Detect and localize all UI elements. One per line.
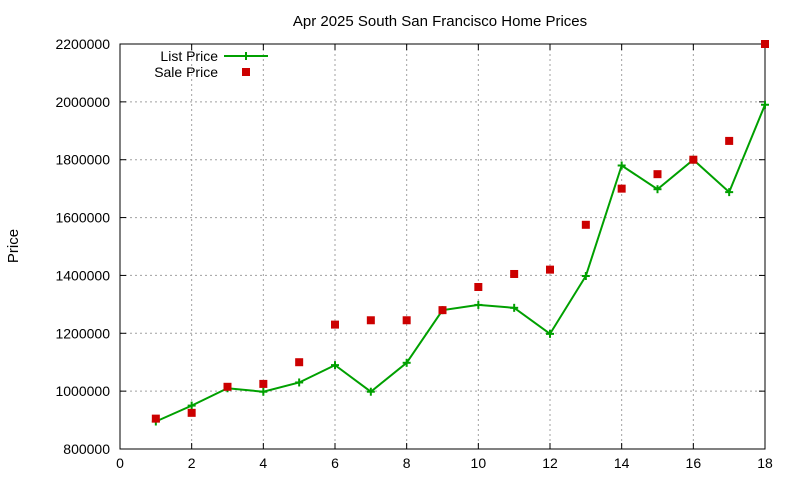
legend-item-sale-price: Sale Price <box>154 64 250 80</box>
legend-label: Sale Price <box>154 64 218 80</box>
list-price-point <box>187 401 196 410</box>
sale-price-point <box>438 306 447 315</box>
x-tick-label: 16 <box>686 455 702 471</box>
plot-frame <box>119 43 766 450</box>
legend-item-list-price: List Price <box>160 48 268 64</box>
sale-price-point <box>581 220 590 229</box>
legend-swatch-point <box>242 68 250 76</box>
list-price-point <box>295 378 304 387</box>
y-tick-label: 2000000 <box>55 94 110 110</box>
list-price-line <box>155 104 766 423</box>
legend-label: List Price <box>160 48 218 64</box>
list-price-point <box>653 185 662 194</box>
list-price-point <box>259 387 268 396</box>
x-tick-label: 14 <box>614 455 630 471</box>
y-tick-label: 1400000 <box>55 267 110 283</box>
sale-price-point <box>151 414 160 423</box>
sale-price-point <box>223 382 232 391</box>
sale-price-series <box>151 40 769 423</box>
x-tick-label: 10 <box>471 455 487 471</box>
list-price-point <box>761 100 769 109</box>
list-price-point <box>546 329 554 338</box>
sale-price-point <box>474 283 483 291</box>
sale-price-point <box>617 184 626 193</box>
sale-price-point <box>259 379 268 388</box>
sale-price-point <box>725 136 734 145</box>
x-tick-label: 4 <box>259 455 267 471</box>
sale-price-point <box>366 316 375 325</box>
list-price-point <box>617 161 626 170</box>
x-tick-label: 2 <box>188 455 196 471</box>
list-price-point <box>581 272 590 281</box>
list-price-point <box>510 303 519 312</box>
list-price-point <box>331 361 339 370</box>
list-price-point <box>366 387 375 396</box>
list-price-point <box>725 188 734 197</box>
axis-ticks: 0 2 4 6 8 10 12 14 16 18 800000 1000000 1200000 14000… <box>55 36 773 471</box>
sale-price-point <box>402 316 411 325</box>
list-price-point <box>402 358 411 367</box>
x-tick-label: 12 <box>542 455 558 471</box>
chart-title: Apr 2025 South San Francisco Home Prices <box>293 13 587 30</box>
sale-price-point <box>331 320 339 329</box>
y-tick-label: 2200000 <box>55 36 110 52</box>
series <box>151 40 769 426</box>
y-tick-label: 1200000 <box>55 325 110 341</box>
grid <box>120 44 765 449</box>
y-tick-label: 1600000 <box>55 210 110 226</box>
sale-price-point <box>187 408 196 417</box>
x-tick-label: 0 <box>116 455 124 471</box>
sale-price-point <box>653 170 662 179</box>
sale-price-point <box>546 265 554 274</box>
y-axis-label: Price <box>5 229 22 263</box>
y-tick-label: 1800000 <box>55 152 110 168</box>
x-tick-label: 6 <box>331 455 339 471</box>
list-price-series <box>151 100 769 426</box>
x-tick-label: 18 <box>757 455 773 471</box>
sale-price-point <box>295 358 304 367</box>
sale-price-point <box>510 269 519 278</box>
sale-price-point <box>761 40 769 48</box>
list-price-point <box>474 300 483 309</box>
legend-swatch-point <box>242 52 250 60</box>
y-tick-label: 800000 <box>63 441 110 457</box>
y-tick-label: 1000000 <box>55 383 110 399</box>
x-tick-label: 8 <box>403 455 411 471</box>
sale-price-point <box>689 155 698 164</box>
